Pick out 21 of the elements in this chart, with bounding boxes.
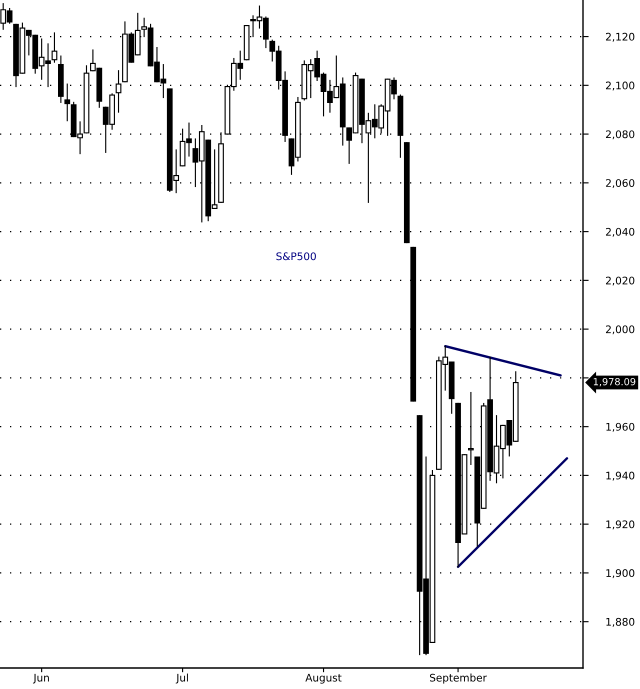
y-tick-label: 2,000: [606, 325, 634, 334]
y-tick-label: 2,040: [606, 228, 634, 237]
y-tick-label: 1,880: [606, 618, 634, 627]
y-tick-label: 1,920: [606, 520, 634, 530]
y-tick-label: 1,940: [606, 472, 634, 481]
x-tick-label: Jul: [176, 674, 188, 684]
y-tick-label: 1,900: [606, 569, 634, 578]
candlestick: [116, 70, 122, 113]
x-tick-label: Jun: [32, 674, 49, 684]
y-tick-label: 2,060: [606, 179, 634, 188]
y-tick-label: 2,100: [606, 82, 634, 90]
y-tick-label: 2,080: [606, 130, 634, 140]
x-tick-label: August: [305, 674, 342, 684]
x-tick-label: September: [430, 674, 487, 684]
text: S&P500: [276, 252, 316, 260]
y-tick-label: 2,120: [606, 32, 634, 42]
candlestick: [64, 84, 70, 122]
y-tick-label: 1,960: [606, 422, 634, 432]
candlestick: [52, 32, 58, 63]
y-tick-label: 2,020: [606, 276, 634, 286]
text: 1,978.09: [594, 378, 636, 386]
